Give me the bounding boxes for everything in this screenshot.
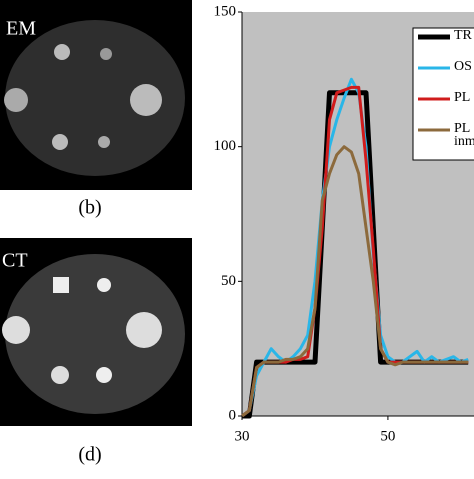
data-line bbox=[241, 145, 469, 418]
image-label: CT bbox=[2, 250, 28, 272]
legend-entry: TR bbox=[454, 29, 472, 43]
y-tick-label: 50 bbox=[221, 273, 236, 289]
hot-spot bbox=[97, 278, 111, 292]
hot-spot bbox=[130, 84, 162, 116]
image-caption: (d) bbox=[78, 444, 101, 466]
hot-spot bbox=[4, 88, 28, 112]
x-tick-label: 30 bbox=[235, 428, 250, 444]
phantom bbox=[5, 20, 185, 176]
hot-spot bbox=[52, 134, 68, 150]
legend-label: PL bbox=[454, 91, 471, 105]
hot-spot bbox=[51, 366, 69, 384]
hot-spot bbox=[126, 312, 162, 348]
hot-spot bbox=[98, 136, 110, 148]
y-tick-label: 150 bbox=[214, 3, 237, 19]
hot-spot bbox=[2, 316, 30, 344]
legend-entry: OS bbox=[454, 60, 472, 74]
legend-entry: PL inm bbox=[454, 122, 474, 149]
y-tick-label: 0 bbox=[229, 407, 237, 423]
image-label: EM bbox=[6, 18, 36, 40]
legend-label: OS bbox=[454, 60, 472, 74]
legend-entry: PL bbox=[454, 91, 471, 105]
y-tick-label: 100 bbox=[214, 138, 237, 154]
x-tick-label: 50 bbox=[380, 428, 395, 444]
hot-spot bbox=[53, 277, 69, 293]
image-caption: (b) bbox=[78, 197, 101, 219]
hot-spot bbox=[96, 367, 112, 383]
legend-label: TR bbox=[454, 29, 472, 43]
hot-spot bbox=[100, 48, 112, 60]
hot-spot bbox=[54, 44, 70, 60]
legend bbox=[412, 27, 474, 161]
legend-label: PL inm bbox=[454, 122, 474, 149]
phantom bbox=[5, 254, 185, 414]
